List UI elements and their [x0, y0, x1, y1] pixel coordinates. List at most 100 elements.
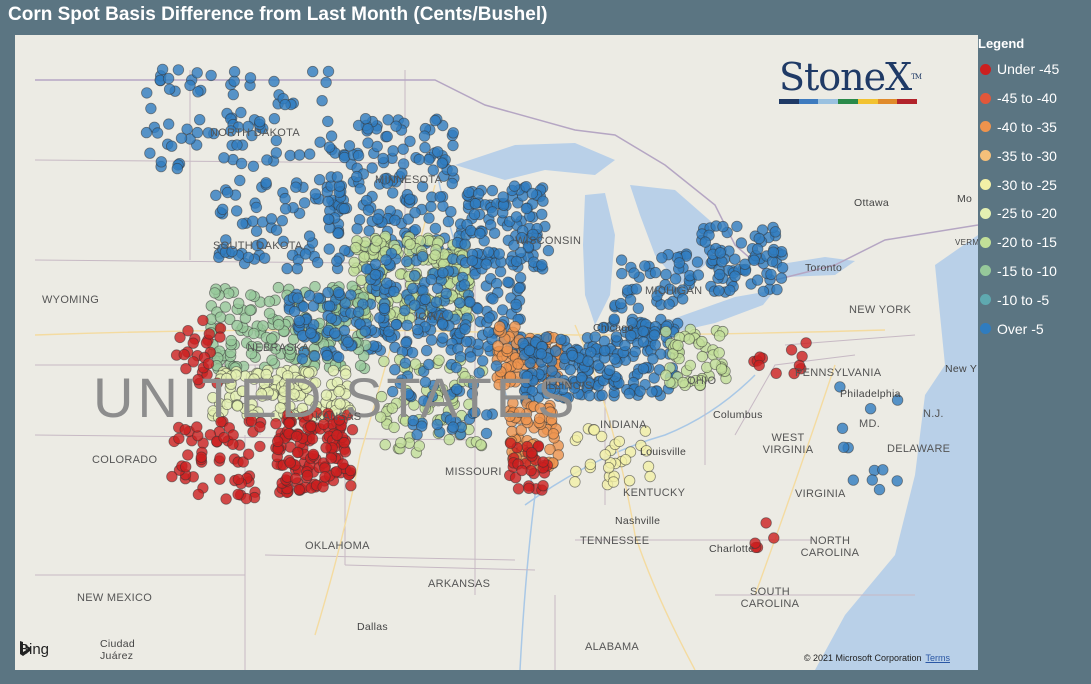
basis-point[interactable]	[648, 372, 660, 384]
basis-point[interactable]	[526, 447, 538, 459]
basis-point[interactable]	[599, 449, 611, 461]
basis-point[interactable]	[343, 140, 356, 152]
basis-point[interactable]	[660, 369, 672, 382]
basis-point[interactable]	[451, 383, 463, 395]
basis-point[interactable]	[639, 425, 652, 437]
basis-point[interactable]	[266, 354, 278, 366]
basis-point[interactable]	[714, 247, 727, 259]
basis-point[interactable]	[261, 154, 273, 166]
basis-point[interactable]	[389, 364, 401, 376]
basis-point[interactable]	[504, 437, 517, 450]
basis-point[interactable]	[273, 319, 285, 331]
basis-point[interactable]	[290, 472, 302, 485]
basis-point[interactable]	[220, 493, 232, 505]
basis-point[interactable]	[345, 480, 357, 492]
basis-point[interactable]	[609, 353, 621, 365]
basis-point[interactable]	[298, 378, 310, 390]
basis-point[interactable]	[187, 356, 200, 368]
basis-point[interactable]	[197, 314, 209, 327]
basis-point[interactable]	[753, 359, 765, 372]
basis-point[interactable]	[619, 454, 632, 466]
basis-point[interactable]	[231, 319, 243, 332]
basis-point[interactable]	[182, 325, 194, 337]
basis-point[interactable]	[361, 263, 373, 275]
basis-point[interactable]	[209, 287, 221, 299]
basis-point[interactable]	[409, 206, 421, 219]
basis-point[interactable]	[248, 373, 260, 385]
basis-point[interactable]	[598, 335, 611, 347]
basis-point[interactable]	[423, 358, 435, 371]
basis-point[interactable]	[584, 458, 597, 471]
basis-point[interactable]	[248, 327, 260, 340]
basis-point[interactable]	[216, 203, 229, 216]
basis-point[interactable]	[447, 421, 459, 433]
basis-point[interactable]	[769, 226, 782, 238]
basis-point[interactable]	[569, 476, 581, 488]
basis-point[interactable]	[751, 274, 764, 286]
basis-point[interactable]	[437, 332, 449, 344]
basis-point[interactable]	[333, 351, 345, 364]
basis-point[interactable]	[338, 324, 351, 337]
basis-point[interactable]	[244, 304, 256, 317]
basis-point[interactable]	[256, 237, 268, 250]
basis-point[interactable]	[258, 252, 271, 264]
basis-point[interactable]	[463, 186, 475, 199]
basis-point[interactable]	[696, 335, 708, 348]
basis-point[interactable]	[242, 120, 254, 133]
basis-point[interactable]	[651, 290, 663, 302]
basis-point[interactable]	[172, 64, 185, 76]
basis-point[interactable]	[254, 115, 266, 128]
basis-point[interactable]	[381, 130, 393, 143]
basis-point[interactable]	[644, 470, 656, 483]
basis-point[interactable]	[419, 141, 431, 154]
basis-point[interactable]	[301, 469, 314, 482]
basis-point[interactable]	[319, 471, 331, 483]
basis-point[interactable]	[526, 187, 539, 200]
basis-point[interactable]	[378, 302, 391, 315]
basis-point[interactable]	[770, 367, 782, 380]
basis-point[interactable]	[325, 312, 338, 325]
basis-point[interactable]	[399, 304, 411, 317]
basis-point[interactable]	[184, 79, 196, 92]
basis-point[interactable]	[717, 220, 729, 233]
basis-point[interactable]	[436, 318, 449, 330]
basis-point[interactable]	[352, 149, 365, 162]
basis-point[interactable]	[359, 325, 371, 337]
basis-point[interactable]	[382, 114, 394, 126]
basis-point[interactable]	[535, 348, 548, 360]
basis-point[interactable]	[891, 475, 903, 487]
basis-point[interactable]	[624, 294, 637, 306]
basis-point[interactable]	[401, 255, 413, 268]
basis-point[interactable]	[513, 282, 526, 294]
basis-point[interactable]	[639, 260, 651, 272]
basis-point[interactable]	[171, 162, 184, 175]
basis-point[interactable]	[281, 262, 293, 275]
basis-point[interactable]	[544, 443, 556, 456]
basis-point[interactable]	[323, 300, 336, 312]
basis-point[interactable]	[468, 208, 481, 221]
basis-point[interactable]	[667, 348, 679, 360]
basis-point[interactable]	[263, 307, 276, 320]
basis-point[interactable]	[375, 411, 387, 423]
basis-point[interactable]	[270, 224, 283, 236]
basis-point[interactable]	[145, 102, 157, 115]
basis-point[interactable]	[588, 424, 600, 436]
basis-point[interactable]	[332, 286, 345, 299]
basis-point[interactable]	[566, 349, 579, 362]
basis-point[interactable]	[242, 251, 255, 264]
basis-point[interactable]	[245, 415, 258, 427]
basis-point[interactable]	[254, 440, 266, 453]
basis-point[interactable]	[236, 385, 249, 397]
basis-point[interactable]	[371, 235, 383, 247]
basis-point[interactable]	[293, 483, 305, 496]
basis-point[interactable]	[312, 256, 324, 269]
basis-point[interactable]	[630, 283, 643, 295]
basis-point[interactable]	[225, 334, 237, 347]
basis-point[interactable]	[173, 432, 185, 445]
basis-point[interactable]	[375, 390, 388, 403]
basis-point[interactable]	[203, 328, 216, 340]
basis-point[interactable]	[454, 351, 467, 363]
basis-point[interactable]	[231, 400, 244, 412]
basis-point[interactable]	[166, 470, 178, 483]
basis-point[interactable]	[245, 289, 257, 301]
